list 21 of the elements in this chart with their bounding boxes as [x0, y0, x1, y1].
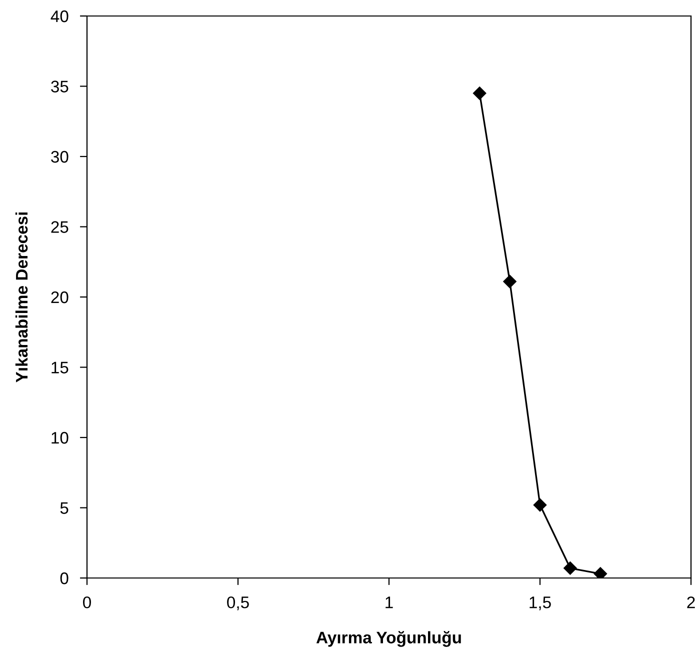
- point: [533, 498, 547, 512]
- x-tick-label: 2: [687, 596, 695, 608]
- y-tick-label: 20: [51, 291, 68, 304]
- y-tick-label: 0: [60, 572, 68, 584]
- y-tick-label: 35: [51, 80, 68, 92]
- x-tick-label: 0: [83, 596, 91, 608]
- y-tick-label: 15: [52, 362, 68, 374]
- point: [594, 567, 607, 578]
- x-tick-label: 1: [386, 596, 393, 608]
- point: [503, 274, 516, 288]
- x-tick-label: 1,5: [530, 596, 551, 610]
- x-axis-title: Ayırma Yoğunluğu: [316, 631, 461, 647]
- y-tick-label: 25: [51, 221, 68, 233]
- y-tick-label: 10: [52, 432, 68, 444]
- y-tick-label: 5: [60, 502, 68, 514]
- x-tick-label: 0,5: [227, 596, 249, 610]
- point: [564, 562, 577, 575]
- y-tick-label: 30: [51, 150, 68, 163]
- y-tick-label: 40: [50, 10, 68, 22]
- point: [473, 86, 486, 100]
- y-axis-title: Yıkanabilme Derecesi: [15, 212, 28, 382]
